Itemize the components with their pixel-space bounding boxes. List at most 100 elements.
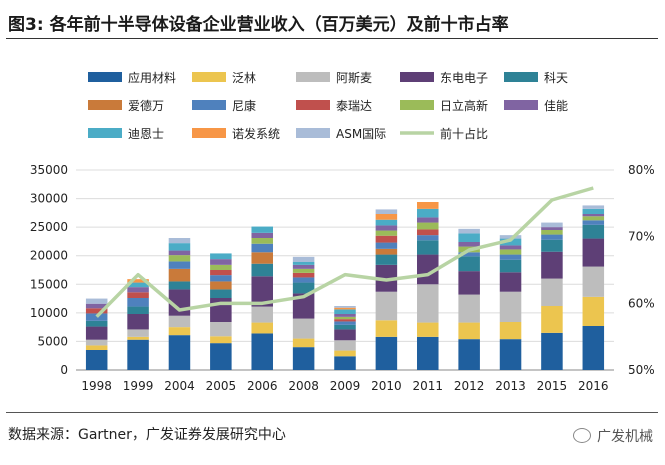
bar-segment <box>375 242 398 249</box>
bar-segment <box>458 228 480 234</box>
bar-segment <box>251 333 273 370</box>
bar-segment <box>417 336 439 370</box>
bar-segment <box>127 314 149 330</box>
y2-tick-label: 60% <box>628 296 655 310</box>
x-tick-label: 2005 <box>206 379 237 393</box>
bar-segment <box>499 249 522 255</box>
y-tick-label: 20000 <box>30 249 68 263</box>
bar-segment <box>499 235 522 239</box>
bar-segment <box>541 230 563 235</box>
x-tick-label: 2008 <box>288 379 319 393</box>
bar-segment <box>541 222 563 228</box>
bar-segment <box>582 238 605 267</box>
bar-segment <box>210 281 232 290</box>
x-tick-label: 2015 <box>537 379 568 393</box>
bar-segment <box>458 339 480 370</box>
bar-segment <box>168 243 191 251</box>
legend-label: ASM国际 <box>336 127 386 141</box>
legend-label: 应用材料 <box>128 70 176 85</box>
bar-segment <box>85 345 108 350</box>
wechat-icon <box>573 428 591 443</box>
bar-segment <box>210 275 232 282</box>
bar-segment <box>251 238 273 244</box>
bar-segment <box>375 235 398 243</box>
y-tick-label: 5000 <box>37 334 68 348</box>
bar-segment <box>334 319 356 322</box>
bar-segment <box>85 313 108 321</box>
legend-swatch <box>504 72 538 82</box>
bar-segment <box>458 294 480 323</box>
bar-segment <box>168 335 191 370</box>
bar-segment <box>292 268 315 273</box>
bar-segment <box>334 321 356 325</box>
bar-segment <box>582 224 605 239</box>
bar-segment <box>582 208 605 214</box>
legend-swatch <box>88 72 122 82</box>
bar-segment <box>127 329 149 337</box>
x-tick-label: 2006 <box>247 379 278 393</box>
source-note: 数据来源：Gartner，广发证券发展研究中心 <box>8 427 286 443</box>
legend-label: 泛林 <box>232 71 256 85</box>
bar-segment <box>210 343 232 370</box>
legend-swatch <box>296 72 330 82</box>
y-tick-label: 15000 <box>30 277 68 291</box>
legend-swatch <box>400 100 434 110</box>
bar-segment <box>85 339 108 346</box>
y-tick-label: 25000 <box>30 220 68 234</box>
bar-segment <box>375 214 398 220</box>
bar-segment <box>458 256 480 272</box>
bar-segment <box>582 216 605 221</box>
bar-segment <box>541 234 563 240</box>
bar-segment <box>499 272 522 292</box>
bar-segment <box>292 256 315 262</box>
bar-segment <box>127 306 149 314</box>
bar-segment <box>210 264 232 270</box>
bar-segment <box>334 324 356 330</box>
bar-segment <box>541 306 563 333</box>
bar-segment <box>582 205 605 209</box>
legend-label: 日立高新 <box>440 98 488 113</box>
bar-segment <box>251 226 273 233</box>
bar-segment <box>127 298 149 307</box>
x-tick-label: 1999 <box>123 379 154 393</box>
bar-segment <box>292 318 315 339</box>
legend-swatch <box>504 100 538 110</box>
bar-segment <box>417 284 439 323</box>
legend-label: 爱德万 <box>128 98 164 113</box>
bar-segment <box>375 336 398 370</box>
y-tick-label: 30000 <box>30 192 68 206</box>
bar-segment <box>127 292 149 298</box>
bar-segment <box>541 332 563 370</box>
bar-segment <box>541 251 563 279</box>
x-tick-label: 2011 <box>412 379 443 393</box>
bar-segment <box>375 219 398 226</box>
bar-segment <box>417 208 439 218</box>
y-tick-label: 10000 <box>30 306 68 320</box>
bar-segment <box>85 350 108 370</box>
bar-segment <box>417 202 439 209</box>
x-tick-label: 2010 <box>371 379 402 393</box>
y-tick-label: 35000 <box>30 163 68 177</box>
bar-segment <box>210 253 232 260</box>
bar-segment <box>168 281 191 290</box>
bar-segment <box>334 356 356 370</box>
legend-swatch <box>192 128 226 138</box>
bar-segment <box>582 296 605 326</box>
bar-segment <box>292 282 315 294</box>
bar-segment <box>292 338 315 348</box>
legend-label: 佳能 <box>544 99 568 113</box>
bar-segment <box>251 232 273 238</box>
bar-segment <box>499 254 522 260</box>
brand-name: 广发机械 <box>597 429 653 445</box>
bar-segment <box>334 314 356 317</box>
bar-segment <box>499 322 522 340</box>
bar-segment <box>499 238 522 246</box>
bar-segment <box>458 322 480 340</box>
bar-segment <box>499 339 522 370</box>
bar-segment <box>334 307 356 310</box>
bar-segment <box>334 350 356 357</box>
title-divider <box>6 38 658 39</box>
legend-label: 阿斯麦 <box>336 71 372 85</box>
legend-label: 尼康 <box>232 98 256 113</box>
bar-segment <box>417 240 439 255</box>
